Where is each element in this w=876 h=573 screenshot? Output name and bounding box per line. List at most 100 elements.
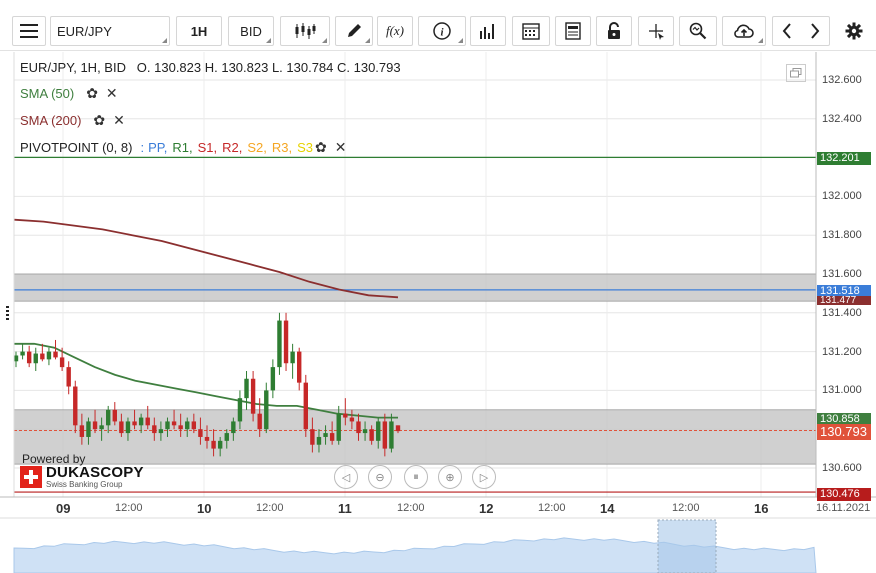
pivot-legend-item: S1, xyxy=(197,140,218,155)
chart-type-button[interactable] xyxy=(280,16,330,46)
gear-icon[interactable]: ✿ xyxy=(315,139,327,155)
zoom-button[interactable] xyxy=(679,16,717,46)
candle-body xyxy=(132,421,137,426)
pivot-zones xyxy=(13,273,817,465)
moving-averages xyxy=(13,218,399,419)
candle-body xyxy=(316,436,322,445)
zoom-out-button[interactable]: ⊖ xyxy=(368,465,392,489)
candle-body xyxy=(171,421,177,426)
candle-body xyxy=(73,386,78,426)
candle-body xyxy=(297,351,302,383)
pencil-icon xyxy=(348,24,361,37)
x-label: 12:00 xyxy=(115,502,143,514)
maximize-button[interactable] xyxy=(786,64,806,82)
candle-body xyxy=(152,425,157,434)
volume-button[interactable] xyxy=(470,16,506,46)
dukascopy-logo[interactable]: DUKASCOPY Swiss Banking Group xyxy=(20,465,144,489)
r1-price-tag: 132.201 xyxy=(817,152,871,165)
ohlc-legend: EUR/JPY, 1H, BID O. 130.823 H. 130.823 L… xyxy=(20,60,401,75)
gear-icon[interactable]: ✿ xyxy=(93,112,106,128)
candle-body xyxy=(185,421,190,430)
candle-body xyxy=(231,421,236,434)
candle-body xyxy=(26,351,32,364)
x-label: 10 xyxy=(197,501,212,516)
sma50-line xyxy=(14,342,398,419)
calendar-button[interactable] xyxy=(512,16,550,46)
info-button[interactable]: i xyxy=(418,16,466,46)
x-label: 09 xyxy=(56,501,71,516)
chevron-right-icon[interactable] xyxy=(810,23,820,39)
pivot-legend-item: R2, xyxy=(222,140,243,155)
pivot-label: PIVOTPOINT (0, 8) xyxy=(20,140,133,155)
candle-body xyxy=(13,355,19,362)
candle-body xyxy=(283,320,289,364)
pivot-legend-item: R1, xyxy=(172,140,193,155)
maximize-icon xyxy=(790,68,802,78)
zoom-in-icon: ⊕ xyxy=(445,471,455,484)
scroll-right-button[interactable]: ▷ xyxy=(472,465,496,489)
powered-by-text: Powered by xyxy=(22,452,86,466)
candle-body xyxy=(376,421,381,441)
crosshair-button[interactable] xyxy=(638,16,674,46)
candle-body xyxy=(211,440,216,449)
candle-body xyxy=(165,421,170,430)
period-select[interactable]: 1H xyxy=(176,16,222,46)
pivot-items: PP, R1, S1, R2, S2, R3, S3 xyxy=(144,140,313,155)
pivot-legend-item: PP, xyxy=(148,140,168,155)
sma200-legend: SMA (200) ✿ ✕ xyxy=(20,112,125,129)
candle-body xyxy=(290,351,295,364)
close-icon[interactable]: ✕ xyxy=(105,85,118,101)
y-tick: 132.400 xyxy=(822,113,862,125)
swiss-cross-icon xyxy=(20,466,42,488)
x-label: 12:00 xyxy=(538,502,566,514)
draw-tool-button[interactable] xyxy=(335,16,373,46)
gear-icon[interactable]: ✿ xyxy=(86,85,98,101)
sma200-line xyxy=(13,218,399,299)
cloud-button[interactable] xyxy=(722,16,766,46)
candle-body xyxy=(46,351,52,360)
reset-button[interactable]: ⏸ xyxy=(404,465,428,489)
candle-body xyxy=(362,429,368,434)
scroll-nav xyxy=(772,16,830,46)
candle-body xyxy=(277,320,282,368)
crosshair-icon xyxy=(649,24,664,40)
resize-handle[interactable] xyxy=(6,306,9,320)
navigator[interactable] xyxy=(0,517,876,573)
instrument-select[interactable]: EUR/JPY xyxy=(50,16,170,46)
x-label: 11 xyxy=(338,501,352,516)
chevron-left-icon[interactable] xyxy=(782,23,792,39)
sma50-price-tag: 130.858 xyxy=(817,413,871,426)
candle-body xyxy=(92,421,98,430)
candle-body xyxy=(158,429,164,434)
scroll-left-button[interactable]: ◁ xyxy=(334,465,358,489)
candle-body xyxy=(323,433,328,437)
pivot-legend-item: S2, xyxy=(247,140,267,155)
zoom-in-button[interactable]: ⊕ xyxy=(438,465,462,489)
candle-body xyxy=(86,421,91,437)
document-icon xyxy=(565,22,581,40)
indicators-button[interactable]: f(x) xyxy=(377,16,413,46)
zoom-out-icon: ⊖ xyxy=(375,471,385,484)
menu-button[interactable] xyxy=(12,16,46,46)
candle-body xyxy=(310,429,315,445)
candle-body xyxy=(204,436,210,441)
candle-body xyxy=(369,429,374,441)
lock-button[interactable] xyxy=(596,16,632,46)
candle-body xyxy=(270,367,276,391)
candle-body xyxy=(349,417,355,422)
close-icon[interactable]: ✕ xyxy=(113,112,125,128)
chart-frame xyxy=(0,52,876,498)
brand-subtitle: Swiss Banking Group xyxy=(46,480,123,489)
side-select[interactable]: BID xyxy=(228,16,274,46)
side-label: BID xyxy=(240,23,262,39)
close-icon[interactable]: ✕ xyxy=(334,139,347,155)
candle-body xyxy=(40,353,45,360)
candle-body xyxy=(119,421,124,434)
settings-button[interactable] xyxy=(836,16,872,46)
report-button[interactable] xyxy=(555,16,591,46)
candle-body xyxy=(191,421,197,430)
pp-price-tag: 131.518 xyxy=(817,285,871,298)
period-label: 1H xyxy=(190,23,208,39)
candle-body xyxy=(303,382,308,430)
